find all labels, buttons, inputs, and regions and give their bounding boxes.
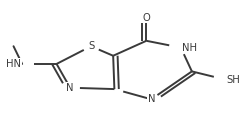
Text: N: N <box>148 94 155 104</box>
Text: N: N <box>66 83 74 93</box>
Text: HN: HN <box>6 59 21 69</box>
Text: SH: SH <box>226 75 240 85</box>
Text: S: S <box>88 41 94 51</box>
Text: NH: NH <box>182 43 197 53</box>
Text: O: O <box>142 13 150 23</box>
